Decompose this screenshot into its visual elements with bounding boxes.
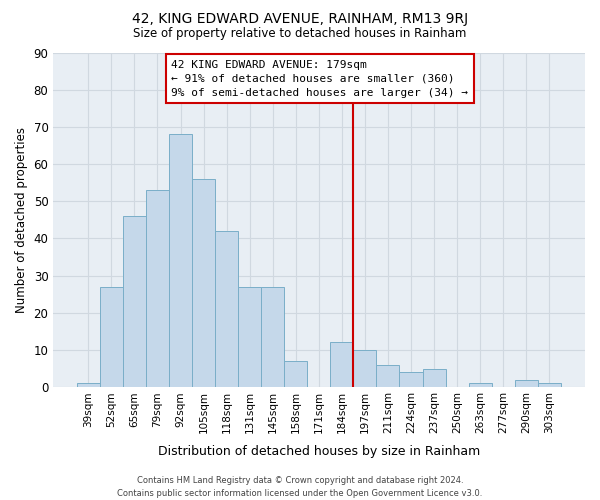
Bar	[284, 361, 307, 387]
Bar	[538, 384, 561, 387]
Bar	[77, 384, 100, 387]
Bar	[469, 384, 491, 387]
Bar	[123, 216, 146, 387]
Y-axis label: Number of detached properties: Number of detached properties	[15, 127, 28, 313]
Bar	[169, 134, 192, 387]
Bar	[376, 365, 400, 387]
Bar	[100, 286, 123, 387]
X-axis label: Distribution of detached houses by size in Rainham: Distribution of detached houses by size …	[158, 444, 480, 458]
Bar	[422, 368, 446, 387]
Bar	[400, 372, 422, 387]
Text: 42, KING EDWARD AVENUE, RAINHAM, RM13 9RJ: 42, KING EDWARD AVENUE, RAINHAM, RM13 9R…	[132, 12, 468, 26]
Bar	[331, 342, 353, 387]
Bar	[515, 380, 538, 387]
Text: Contains HM Land Registry data © Crown copyright and database right 2024.
Contai: Contains HM Land Registry data © Crown c…	[118, 476, 482, 498]
Text: 42 KING EDWARD AVENUE: 179sqm
← 91% of detached houses are smaller (360)
9% of s: 42 KING EDWARD AVENUE: 179sqm ← 91% of d…	[171, 60, 468, 98]
Bar	[146, 190, 169, 387]
Bar	[353, 350, 376, 387]
Bar	[215, 231, 238, 387]
Bar	[192, 179, 215, 387]
Text: Size of property relative to detached houses in Rainham: Size of property relative to detached ho…	[133, 28, 467, 40]
Bar	[261, 286, 284, 387]
Bar	[238, 286, 261, 387]
